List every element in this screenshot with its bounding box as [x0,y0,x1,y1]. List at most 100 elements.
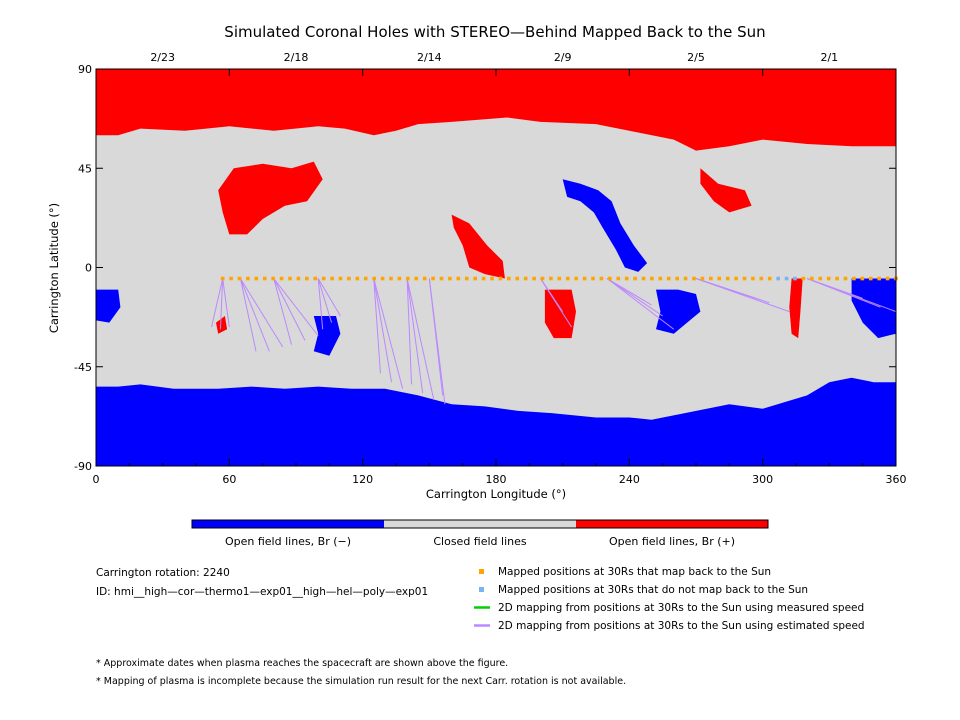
negative-coronal-hole-1 [313,316,341,356]
carrington-rotation-label: Carrington rotation: 2240 [96,567,230,579]
mapped-position-point [852,276,856,281]
positive-coronal-hole-2 [451,214,505,279]
legend-swatch [479,587,484,592]
mapped-position-point [481,276,486,281]
date-tick-label: 2/14 [417,51,442,64]
mapped-position-point [624,276,629,281]
mapped-position-point [675,276,679,281]
y-tick-label: 45 [78,162,92,175]
mapping-line-2-2 [239,278,270,352]
mapped-position-point [683,276,688,281]
mapped-position-point [532,276,536,281]
mapping-line-6-2 [406,278,424,394]
mapped-position-point [658,276,663,281]
mapped-position-point [279,276,284,281]
mapped-position-point [692,276,696,281]
y-tick-label: -45 [74,361,92,374]
mapped-position-point [439,276,444,281]
footnote-incomplete: * Mapping of plasma is incomplete becaus… [96,676,626,687]
negative-coronal-hole-3 [656,289,701,334]
mapped-position-point [835,276,839,281]
mapping-line-3-1 [273,278,293,345]
mapped-position-point [700,276,705,281]
mapping-line-5-2 [373,278,393,383]
mapping-line-3-2 [273,278,306,341]
date-tick-label: 2/1 [820,51,838,64]
colorbar-label: Closed field lines [433,535,527,548]
mapped-position-point [422,276,427,281]
mapped-position-point [540,276,545,281]
mapping-line-5-1 [373,278,381,374]
mapped-position-point [591,276,595,281]
mapped-position-point [363,276,368,281]
y-tick-label: 0 [85,262,92,275]
negative-coronal-hole-5 [96,289,121,323]
date-tick-label: 2/9 [554,51,572,64]
mapped-position-point [574,276,578,281]
mapped-position-point [709,276,713,281]
mapped-position-point [784,276,789,281]
mapped-position-point [810,276,814,281]
mapped-position-point [262,276,267,281]
positive-coronal-hole-1 [218,161,323,235]
y-tick-label: 90 [78,63,92,76]
negative-coronal-hole-2 [562,179,648,272]
mapped-position-point [877,276,881,281]
chart-title: Simulated Coronal Holes with STEREO—Behi… [224,23,765,41]
colorbar-open-positive [576,520,768,528]
mapped-position-point [448,276,452,281]
colorbar-frame [191,519,769,529]
mapped-position-point [616,276,621,281]
mapping-line-7-2 [428,278,446,405]
x-tick-label: 300 [752,473,773,486]
mapped-position-point [633,276,637,281]
mapping-line-9-3 [606,278,675,330]
x-axis-label: Carrington Longitude (°) [426,487,566,501]
mapped-position-point [793,276,797,281]
map-plot-area [96,69,896,466]
legend-entry: 2D mapping from positions at 30Rs to the… [498,620,865,632]
mapping-line-9-2 [606,278,663,317]
mapped-position-point [246,276,250,281]
mapping-line-8-3 [540,278,572,328]
x-tick-label: 360 [886,473,907,486]
positive-coronal-hole-6 [216,316,228,334]
mapped-position-point [515,276,520,281]
mapping-marks [211,276,898,405]
mapped-position-point [826,276,831,281]
mapped-position-point [456,276,461,281]
mapped-position-point [288,276,292,281]
run-id-label: ID: hmi__high—cor—thermo1—exp01__high—he… [96,586,428,598]
positive-coronal-hole-5 [789,278,803,339]
mapped-position-point [666,276,671,281]
mapped-position-point [523,276,528,281]
mapped-position-point [498,276,503,281]
legend: Mapped positions at 30Rs that map back t… [474,566,865,632]
date-tick-label: 2/5 [687,51,705,64]
mapping-line-1-2 [219,278,224,330]
mapped-position-point [305,276,309,281]
mapped-position-point [229,276,233,281]
x-tick-label: 180 [486,473,507,486]
mapped-position-point [734,276,738,281]
x-tick-label: 0 [93,473,100,486]
footnote-dates: * Approximate dates when plasma reaches … [96,658,508,669]
mapping-line-1-3 [222,278,230,328]
mapped-position-point [801,276,806,281]
mapping-line-6-3 [406,278,435,400]
mapped-position-point [742,276,747,281]
mapped-position-point [271,276,275,281]
mapped-position-point [557,276,562,281]
mapped-position-point [380,276,385,281]
mapped-position-point [347,276,351,281]
axes: 0 60 120 180 240 300 360 90 45 0 -45 -90 2/23 2/18 2/1… [74,51,906,486]
mapped-position-point [355,276,360,281]
mapped-position-point [296,276,301,281]
colorbar-closed [384,520,576,528]
mapping-line-11-3 [806,278,897,313]
legend-entry: Mapped positions at 30Rs that map back t… [498,566,771,578]
mapped-position-point [406,276,410,281]
mapped-position-point [776,276,780,281]
mapped-position-point [818,276,823,281]
mapping-line-5-3 [373,278,404,389]
